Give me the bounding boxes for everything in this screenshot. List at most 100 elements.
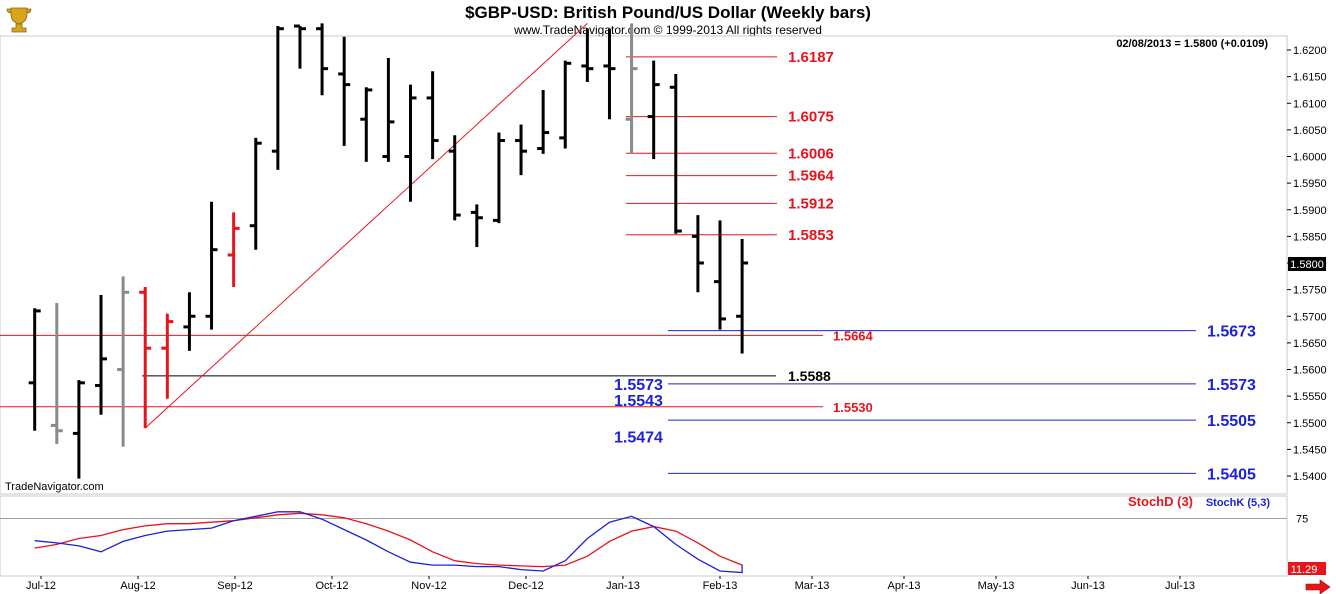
stochastic-layer: 75 (0, 511, 1308, 574)
ohlc-bar (537, 89, 550, 154)
time-tick-label: May-13 (978, 580, 1015, 592)
ohlc-bar (139, 286, 152, 429)
time-tick-label: Jan-13 (606, 580, 640, 592)
price-panel[interactable] (0, 35, 1288, 495)
fib-level-label: 1.6075 (788, 109, 834, 126)
ohlc-bar (603, 28, 616, 120)
ohlc-bar (117, 276, 130, 447)
ohlc-bar (515, 124, 528, 176)
price-tick-label: 1.6200 (1293, 45, 1327, 57)
ohlc-bar (28, 308, 41, 431)
stoch-value-badge-bg (1288, 562, 1326, 575)
fib-level-label: 1.5853 (788, 227, 834, 244)
ohlc-bar (404, 84, 417, 202)
time-tick-label: Aug-12 (120, 580, 155, 592)
time-tick-label: Apr-13 (887, 580, 920, 592)
time-tick-label: Sep-12 (217, 580, 252, 592)
time-tick-label: Nov-12 (411, 580, 446, 592)
ohlc-bar (183, 292, 196, 351)
last-price-badge-bg (1288, 257, 1326, 271)
projection-level-left-label: 1.5573 (614, 377, 663, 394)
price-tick-label: 1.5550 (1293, 391, 1327, 403)
time-tick-label: Mar-13 (795, 580, 830, 592)
ohlc-bar (360, 87, 373, 162)
ohlc-bar (227, 212, 240, 287)
ohlc-bar (448, 135, 461, 221)
price-tick-label: 1.6000 (1293, 152, 1327, 164)
stoch-value-badge: 11.29 (1291, 564, 1318, 576)
ohlc-bar (293, 24, 306, 69)
time-axis: Jul-12 Aug-12 Sep-12 Oct-12 Nov-12 Dec-12 Jan-… (26, 576, 1195, 592)
fib-level-label: 1.5964 (788, 168, 835, 185)
ohlc-bar (647, 60, 660, 160)
price-tick-label: 1.5500 (1293, 418, 1327, 430)
price-tick-label: 1.6150 (1293, 72, 1327, 84)
support-level-label: 1.5530 (833, 400, 873, 415)
ohlc-bar (581, 28, 594, 82)
stoch-k-line (34, 511, 743, 574)
trophy-icon (6, 7, 32, 33)
fib-level-label: 1.5912 (788, 195, 834, 212)
projection-level-label: 1.5573 (1207, 377, 1256, 394)
support-level-label: 1.5664 (833, 328, 874, 343)
stoch-k-legend: StochK (5,3) (1206, 497, 1271, 509)
time-tick-label: Jun-13 (1071, 580, 1105, 592)
ohlc-bar (249, 137, 262, 250)
ohlc-bar (736, 239, 749, 354)
stoch-d-line (34, 512, 743, 568)
ohlc-bar (382, 57, 395, 162)
price-tick-label: 1.5600 (1293, 365, 1327, 377)
price-tick-label: 1.6050 (1293, 125, 1327, 137)
time-tick-label: Jul-12 (26, 580, 56, 592)
ohlc-bar (338, 36, 351, 146)
ohlc-bar (559, 60, 572, 149)
projection-level-left-label: 1.5474 (614, 430, 663, 447)
projection-level-label: 1.5405 (1207, 466, 1256, 483)
stoch-tick-label: 75 (1296, 514, 1308, 526)
time-tick-label: Dec-12 (508, 580, 543, 592)
price-tick-label: 1.5650 (1293, 338, 1327, 350)
ohlc-bar (669, 73, 682, 234)
price-tick-label: 1.5750 (1293, 285, 1327, 297)
time-tick-label: Jul-13 (1165, 580, 1195, 592)
last-price-badge: 1.5800 (1290, 259, 1324, 271)
ohlc-bar (72, 380, 85, 479)
ohlc-bar (50, 302, 63, 445)
copyright-text: www.TradeNavigator.com © 1999-2013 All r… (513, 23, 822, 37)
time-tick-label: Feb-13 (703, 580, 738, 592)
ohlc-bar (316, 23, 329, 96)
price-bars (28, 23, 749, 479)
ohlc-bar (492, 132, 505, 224)
ohlc-bar (714, 220, 726, 330)
ohlc-bar (625, 23, 638, 154)
price-tick-label: 1.5400 (1293, 471, 1327, 483)
ohlc-bar (271, 26, 284, 170)
trendline-layer (144, 23, 588, 429)
stochastic-panel[interactable] (0, 495, 1288, 577)
price-tick-label: 1.5700 (1293, 311, 1327, 323)
level-lines: 1.6187 1.6075 1.6006 1.5964 1.5912 1.5853 1.56… (0, 49, 1256, 483)
app-logo[interactable] (6, 7, 32, 33)
time-tick-label: Oct-12 (315, 580, 348, 592)
ohlc-bar (470, 204, 483, 248)
status-readout: 02/08/2013 = 1.5800 (+0.0109) (1116, 38, 1268, 50)
price-tick-label: 1.5450 (1293, 444, 1327, 456)
fib-level-label: 1.6006 (788, 145, 834, 162)
trendline (144, 23, 588, 429)
projection-level-label: 1.5505 (1207, 413, 1256, 430)
watermark-text: TradeNavigator.com (5, 481, 104, 493)
price-tick-label: 1.6100 (1293, 98, 1327, 110)
scroll-right-button[interactable] (1305, 579, 1331, 594)
projection-level-label: 1.5673 (1207, 324, 1256, 341)
price-tick-label: 1.5950 (1293, 178, 1327, 190)
swing-level-label: 1.5588 (788, 368, 831, 384)
ohlc-bar (205, 201, 218, 330)
right-arrow-icon (1305, 579, 1331, 594)
price-tick-label: 1.5850 (1293, 231, 1327, 243)
fib-level-label: 1.6187 (788, 49, 834, 66)
projection-level-left-label: 1.5543 (614, 393, 663, 410)
stoch-d-legend: StochD (3) (1128, 494, 1193, 509)
ohlc-bar (95, 294, 108, 415)
ohlc-bar (426, 71, 439, 160)
